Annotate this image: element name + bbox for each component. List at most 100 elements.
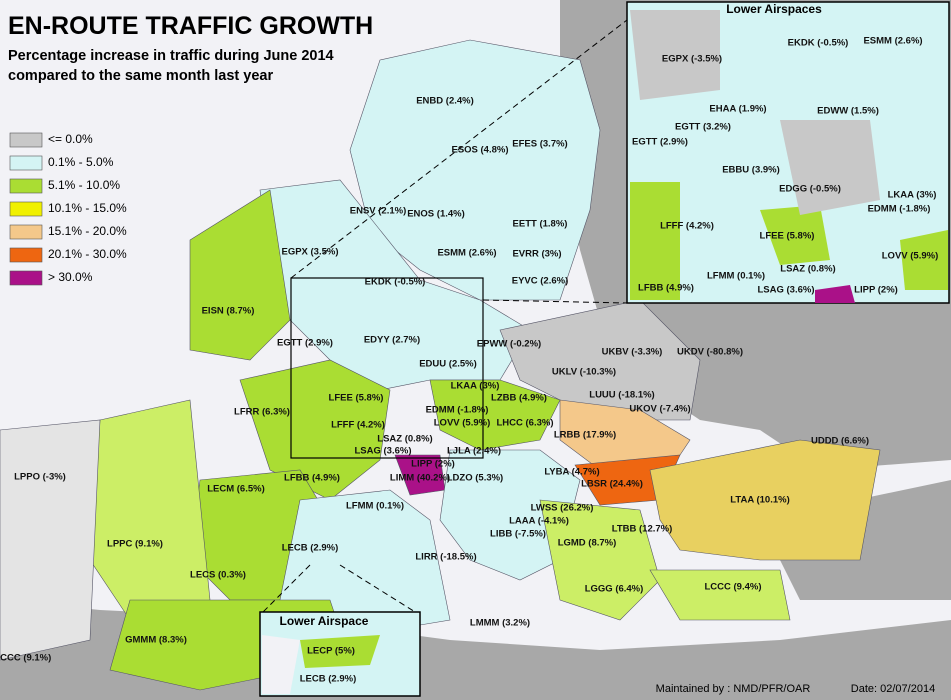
airspace-label: ESMM (2.6%) — [863, 36, 922, 47]
airspace-label: EGTT (2.9%) — [277, 338, 333, 349]
airspace-label: EVRR (3%) — [512, 249, 561, 260]
inset-lower — [259, 611, 421, 697]
airspace-label: LTBB (12.7%) — [612, 524, 673, 535]
footer-maintainer: Maintained by : NMD/PFR/OAR — [656, 683, 811, 695]
airspace-label: UKLV (-10.3%) — [552, 367, 616, 378]
legend-label: 0.1% - 5.0% — [48, 155, 114, 169]
zoom-line — [339, 564, 421, 616]
airspace-label: LECP (5%) — [307, 646, 355, 657]
airspace-label: LIRR (-18.5%) — [415, 552, 476, 563]
airspace-label: LIPP (2%) — [411, 459, 455, 470]
airspace-label: LKAA (3%) — [451, 381, 500, 392]
airspace-label: EDMM (-1.8%) — [868, 204, 931, 215]
legend-swatch — [9, 247, 43, 263]
legend-label: 5.1% - 10.0% — [48, 178, 120, 192]
airspace-label: LFBB (4.9%) — [638, 283, 694, 294]
airspace-label: EKDK (-0.5%) — [365, 277, 426, 288]
airspace-label: EBBU (3.9%) — [722, 165, 780, 176]
airspace-label: LSAZ (0.8%) — [377, 434, 432, 445]
airspace-label: LHCC (6.3%) — [496, 418, 553, 429]
airspace-label: EGPX (-3.5%) — [662, 54, 722, 65]
airspace-regions — [0, 39, 881, 691]
airspace-label: LIBB (-7.5%) — [490, 529, 546, 540]
legend-swatch — [9, 201, 43, 217]
airspace-label: LFEE (5.8%) — [760, 231, 815, 242]
legend-label: <= 0.0% — [48, 132, 93, 146]
airspace-label: EETT (1.8%) — [513, 219, 568, 230]
airspace-label: EKDK (-0.5%) — [788, 38, 849, 49]
airspace-label: LUUU (-18.1%) — [589, 390, 654, 401]
airspace-label: LSAZ (0.8%) — [780, 264, 835, 275]
airspace-label: LIPP (2%) — [854, 285, 898, 296]
airspace-label: LFEE (5.8%) — [329, 393, 384, 404]
airspace-label: EYVC (2.6%) — [512, 276, 569, 287]
inset-title: Lower Airspaces — [726, 2, 822, 16]
airspace-label: LSAG (3.6%) — [354, 446, 411, 457]
airspace-label: LOVV (5.9%) — [882, 251, 939, 262]
airspace-label: ESMM (2.6%) — [437, 248, 496, 259]
airspace-label: ENOS (1.4%) — [407, 209, 465, 220]
legend-swatch — [9, 155, 43, 171]
airspace-label: LZBB (4.9%) — [491, 393, 547, 404]
inset-upper — [626, 1, 950, 304]
footer-date: Date: 02/07/2014 — [851, 683, 935, 695]
airspace-label: LFBB (4.9%) — [284, 473, 340, 484]
airspace-label: EGPX (3.5%) — [281, 247, 338, 258]
airspace-label: LDZO (5.3%) — [447, 473, 503, 484]
airspace-label: EFES (3.7%) — [512, 139, 567, 150]
airspace-label: LKAA (3%) — [888, 190, 937, 201]
airspace-label: GCCC (9.1%) — [0, 653, 51, 664]
airspace-label: UDDD (6.6%) — [811, 436, 869, 447]
airspace-label: LSAG (3.6%) — [757, 285, 814, 296]
airspace-label: EDWW (1.5%) — [817, 106, 879, 117]
airspace-label: LGGG (6.4%) — [585, 584, 644, 595]
airspace-label: LPPO (-3%) — [14, 472, 66, 483]
airspace-label: LTAA (10.1%) — [730, 495, 789, 506]
airspace-label: LECB (2.9%) — [300, 674, 356, 685]
airspace-label: LFRR (6.3%) — [234, 407, 290, 418]
airspace-label: EHAA (1.9%) — [709, 104, 766, 115]
airspace-label: LAAA (-4.1%) — [509, 516, 569, 527]
airspace-label: EISN (8.7%) — [202, 306, 255, 317]
airspace-label: EGTT (2.9%) — [632, 137, 688, 148]
airspace-label: LRBB (17.9%) — [554, 430, 616, 441]
airspace-label: LBSR (24.4%) — [581, 479, 643, 490]
airspace-label: EDUU (2.5%) — [419, 359, 477, 370]
airspace-label: LWSS (26.2%) — [531, 503, 594, 514]
airspace-label: LGMD (8.7%) — [558, 538, 617, 549]
airspace-label: LOVV (5.9%) — [434, 418, 491, 429]
airspace-label: ENBD (2.4%) — [416, 96, 474, 107]
airspace-label: LJLA (2.4%) — [447, 446, 501, 457]
legend-swatch — [9, 224, 43, 240]
airspace-label: LCCC (9.4%) — [704, 582, 761, 593]
airspace-label: ESOS (4.8%) — [451, 145, 508, 156]
airspace-label: ENSV (2.1%) — [350, 206, 407, 217]
airspace-label: EDMM (-1.8%) — [426, 405, 489, 416]
airspace-label: UKOV (-7.4%) — [629, 404, 690, 415]
airspace-label: LECB (2.9%) — [282, 543, 338, 554]
airspace-label: LPPC (9.1%) — [107, 539, 163, 550]
legend-label: 20.1% - 30.0% — [48, 247, 127, 261]
legend-swatch — [9, 132, 43, 148]
airspace-label: LFMM (0.1%) — [346, 501, 404, 512]
airspace-label: UKDV (-80.8%) — [677, 347, 743, 358]
airspace-label: LECS (0.3%) — [190, 570, 246, 581]
zoom-line — [290, 19, 628, 279]
airspace-label: EDGG (-0.5%) — [779, 184, 841, 195]
subtitle: Percentage increase in traffic during Ju… — [8, 48, 334, 64]
legend-swatch — [9, 178, 43, 194]
airspace-label: LMMM (3.2%) — [470, 618, 530, 629]
airspace-label: LIMM (40.2%) — [390, 473, 450, 484]
airspace-label: UKBV (-3.3%) — [602, 347, 663, 358]
zoom-box — [290, 277, 484, 459]
airspace-label: EDYY (2.7%) — [364, 335, 420, 346]
airspace-label: LFMM (0.1%) — [707, 271, 765, 282]
title: EN-ROUTE TRAFFIC GROWTH — [8, 12, 373, 40]
inset-title: Lower Airspace — [280, 614, 369, 628]
subtitle: compared to the same month last year — [8, 68, 273, 84]
airspace-label: EPWW (-0.2%) — [477, 339, 541, 350]
airspace-label: EGTT (3.2%) — [675, 122, 731, 133]
airspace-label: GMMM (8.3%) — [125, 635, 187, 646]
